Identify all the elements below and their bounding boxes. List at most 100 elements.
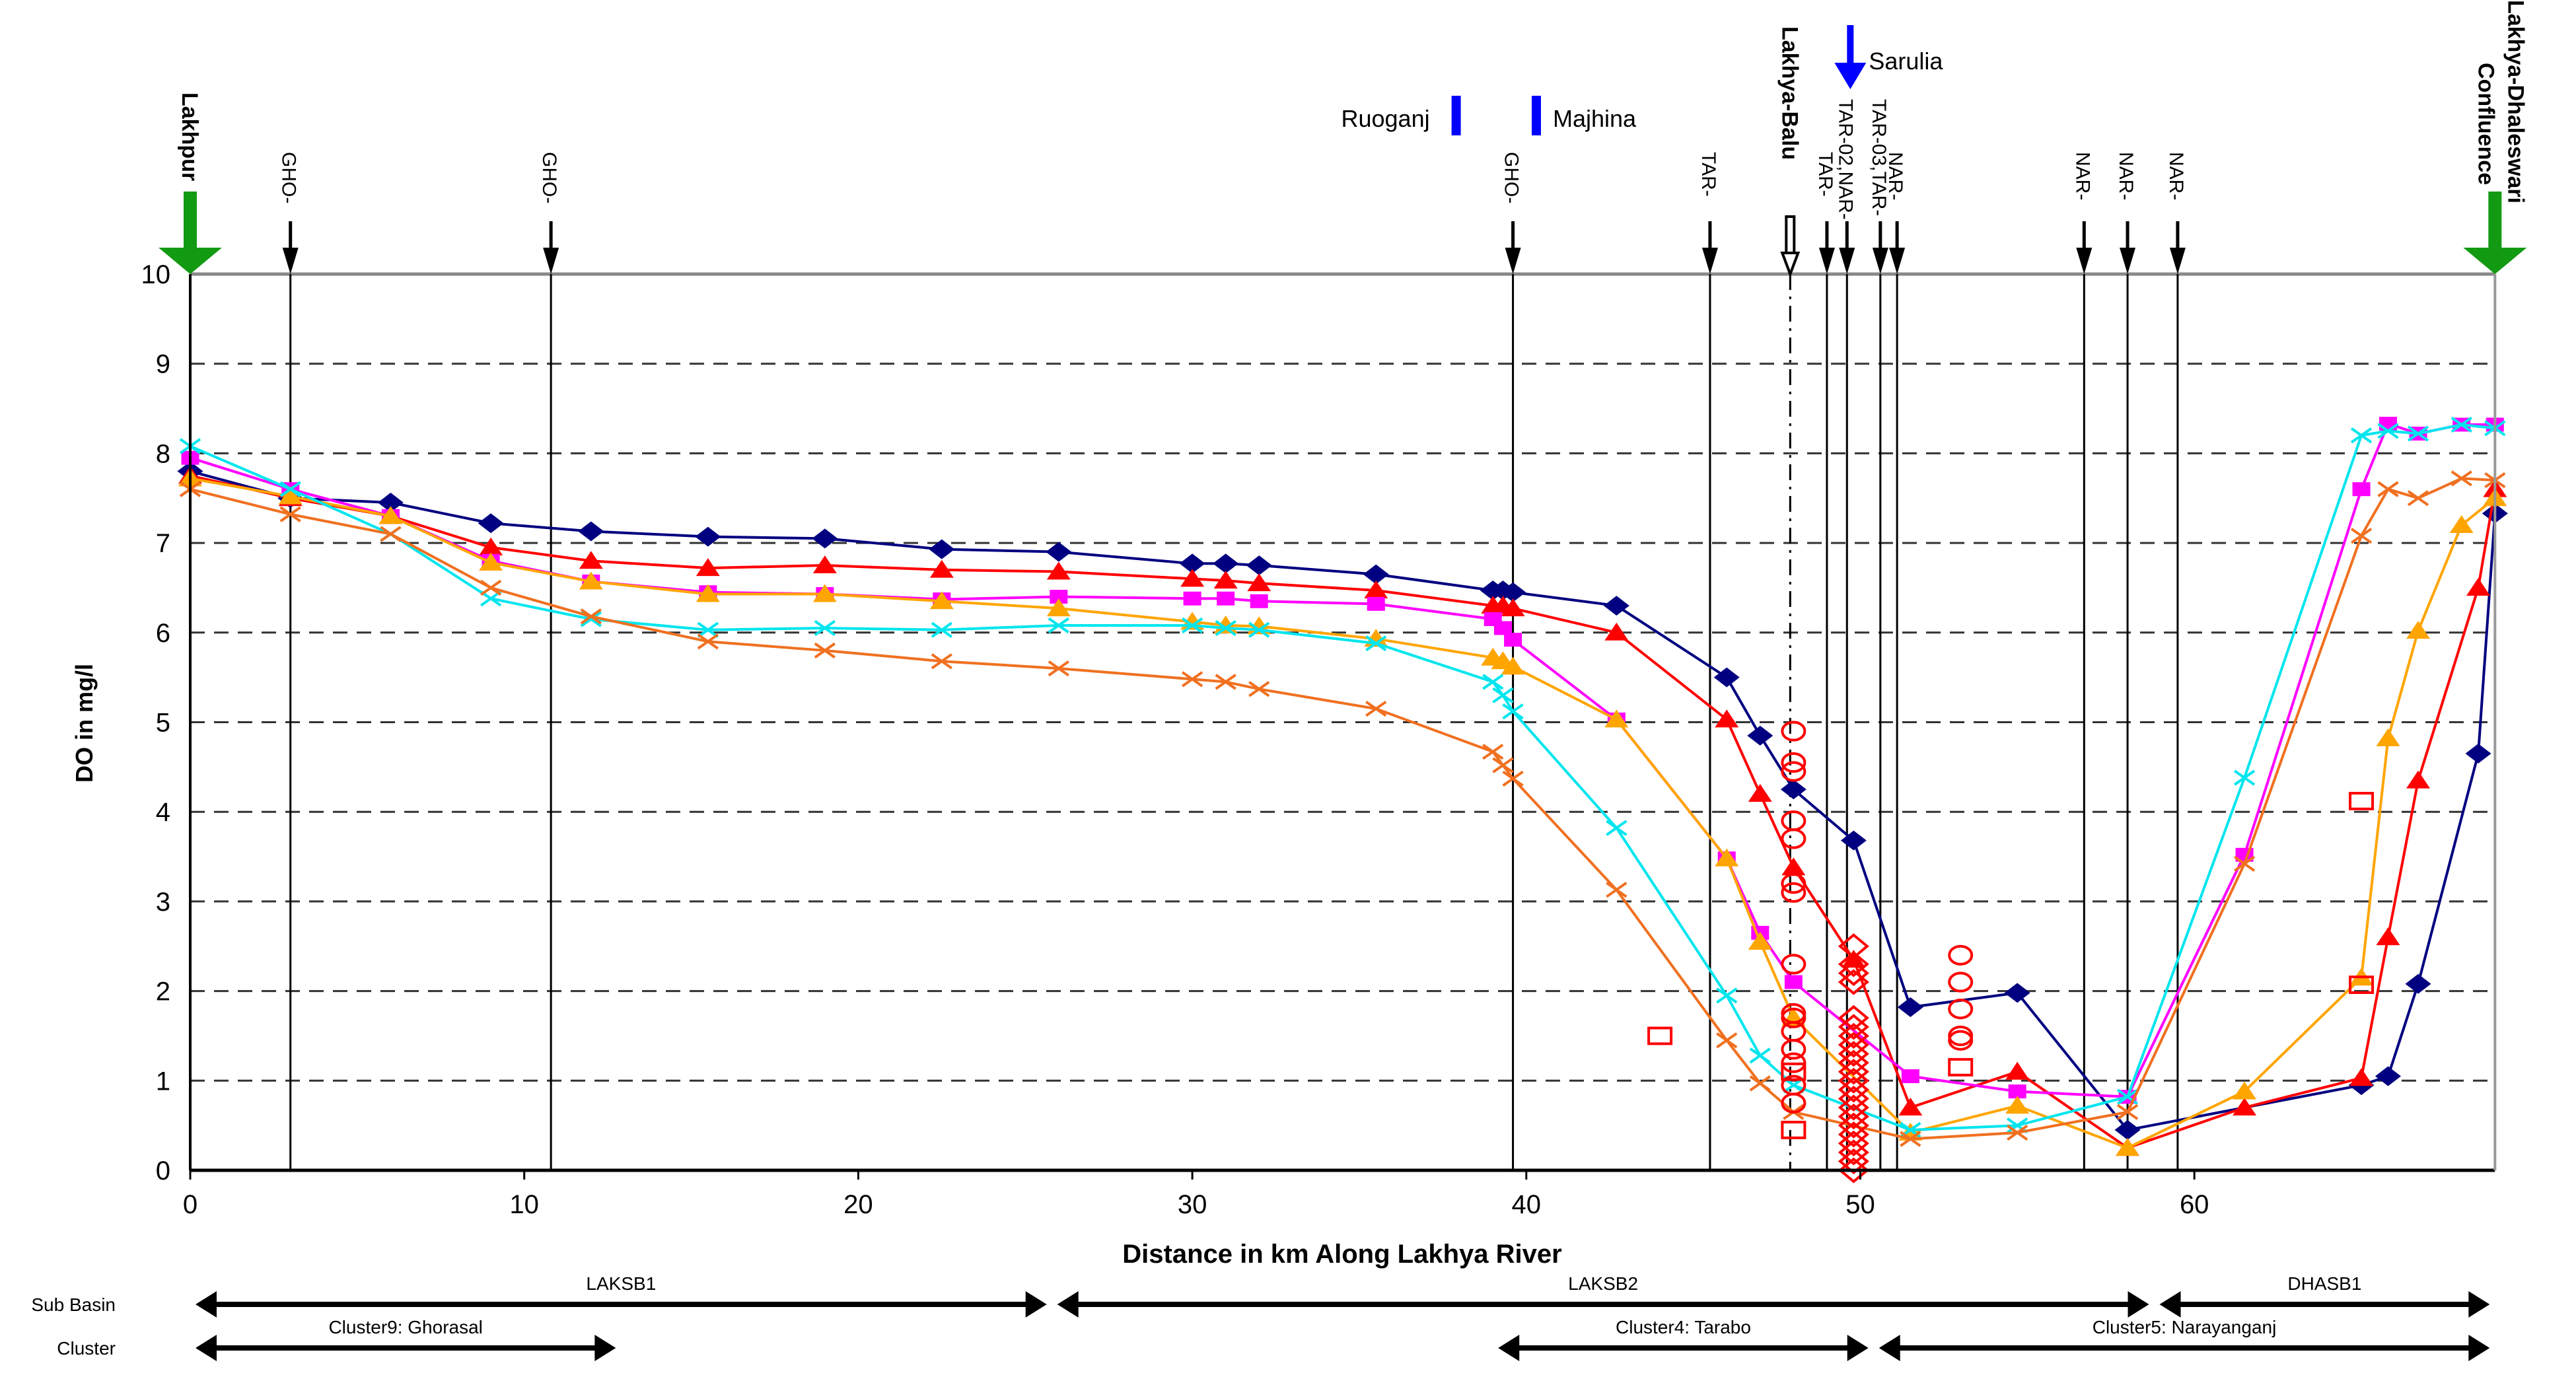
scatter-point [1838,1112,1869,1139]
data-point [697,621,719,638]
scatter-point [2349,792,2375,810]
data-point [1840,830,1867,851]
arrow-down-icon-head [1818,248,1835,274]
data-point [1748,784,1772,802]
scatter-point [1838,1022,1869,1049]
station-label: GHO- [1501,152,1522,203]
data-point [579,551,603,569]
series-line [190,422,2495,1098]
data-point [697,633,719,650]
data-point [2451,416,2472,433]
grid [190,272,2495,1082]
data-point [2449,514,2474,533]
scatter-point [1781,761,1807,782]
data-point [1604,709,1629,728]
data-point [812,555,837,574]
data-point [1217,591,1235,606]
station-label: NAR- [2071,152,2093,200]
data-point [1501,598,1525,617]
arrow-down-icon-head [1872,248,1888,274]
data-point [2116,1088,2139,1105]
data-point [2406,621,2431,639]
scatter-point [1781,721,1807,742]
data-point [1215,674,1236,690]
scatter-point [1838,1032,1869,1058]
data-point [1250,594,1268,608]
arrow-down-icon-head [2169,248,2186,274]
data-point [579,571,603,590]
data-point [2352,482,2371,497]
x-tick-label: 40 [1512,1190,1542,1219]
data-point [2233,855,2256,872]
scatter-point [1781,1062,1807,1081]
scatter-point [1781,1121,1807,1139]
data-point [279,506,301,522]
scatter-point [1781,954,1807,975]
data-point [1048,660,1069,677]
band-row-label: Sub Basin [31,1294,116,1315]
series-line [190,477,2496,1150]
series-navy-diamond [177,461,2508,1140]
green-arrow-icon-head [2463,248,2527,274]
data-point [2376,927,2400,946]
station-label: GHO- [278,152,300,203]
data-point [2379,417,2398,431]
station-label: NAR- [2115,152,2137,200]
data-point [1781,857,1806,876]
scatter-point [1647,1026,1673,1045]
data-point [2350,528,2373,544]
series-line [190,423,2495,1131]
data-point [1365,635,1387,652]
data-point [1181,617,1203,634]
data-point [2007,1124,2028,1141]
scatter-point [2349,975,2375,995]
band-label: Cluster4: Tarabo [1616,1317,1751,1337]
band-label: DHASB1 [2287,1273,2361,1294]
data-point [1716,987,1738,1004]
data-point [1493,621,1512,635]
data-point [580,608,602,625]
data-point [2465,743,2491,763]
series-magenta-square [181,417,2504,1104]
data-point [1180,569,1205,587]
data-point [479,537,503,555]
band-label: Cluster9: Ghorasal [328,1317,482,1337]
scatter-point [1948,1030,1974,1051]
data-point [2005,1096,2030,1114]
basin-cluster-bands: Sub Basin Cluster LAKSB1 LAKSB2 DHASB1 Cluste… [31,1273,2490,1361]
y-tick-label: 2 [156,977,170,1007]
y-tick-label: 6 [156,619,170,648]
scatter-red-squares [1647,792,2375,1139]
tributary-bar-icon [1531,96,1541,135]
arrow-down-icon-head [2120,248,2136,274]
data-point [279,481,301,497]
data-point [931,653,952,670]
data-point [2350,427,2373,444]
data-point [578,521,604,542]
data-point [695,526,721,547]
station-label: NAR- [1884,152,1906,200]
y-tick-label: 7 [156,529,170,558]
x-tick-label: 20 [843,1190,873,1219]
scatter-point [1781,810,1807,831]
scatter-point [1838,960,1869,987]
data-point [929,559,954,578]
arrow-down-icon-head [2076,248,2093,274]
data-point [1050,590,1068,604]
data-point [480,579,502,596]
data-point [812,584,837,602]
data-point [2377,481,2399,497]
y-axis-title: DO in mg/l [71,664,98,783]
scatter-point [1781,752,1807,773]
arrow-down-icon-head [1701,248,1718,274]
data-point [1900,1131,1921,1147]
scatter-point [1838,1040,1869,1067]
scatter-point [1838,1130,1869,1156]
data-point [1046,561,1071,580]
scatter-point [1838,933,1869,960]
scatter-point [1781,873,1807,894]
axes: 0 1 2 3 4 5 6 7 8 9 10 0 10 20 30 40 50 60 [141,260,2497,1219]
data-point [1492,687,1514,703]
station-label: Lakhya-Balu [1777,26,1802,160]
data-point [1364,581,1388,599]
